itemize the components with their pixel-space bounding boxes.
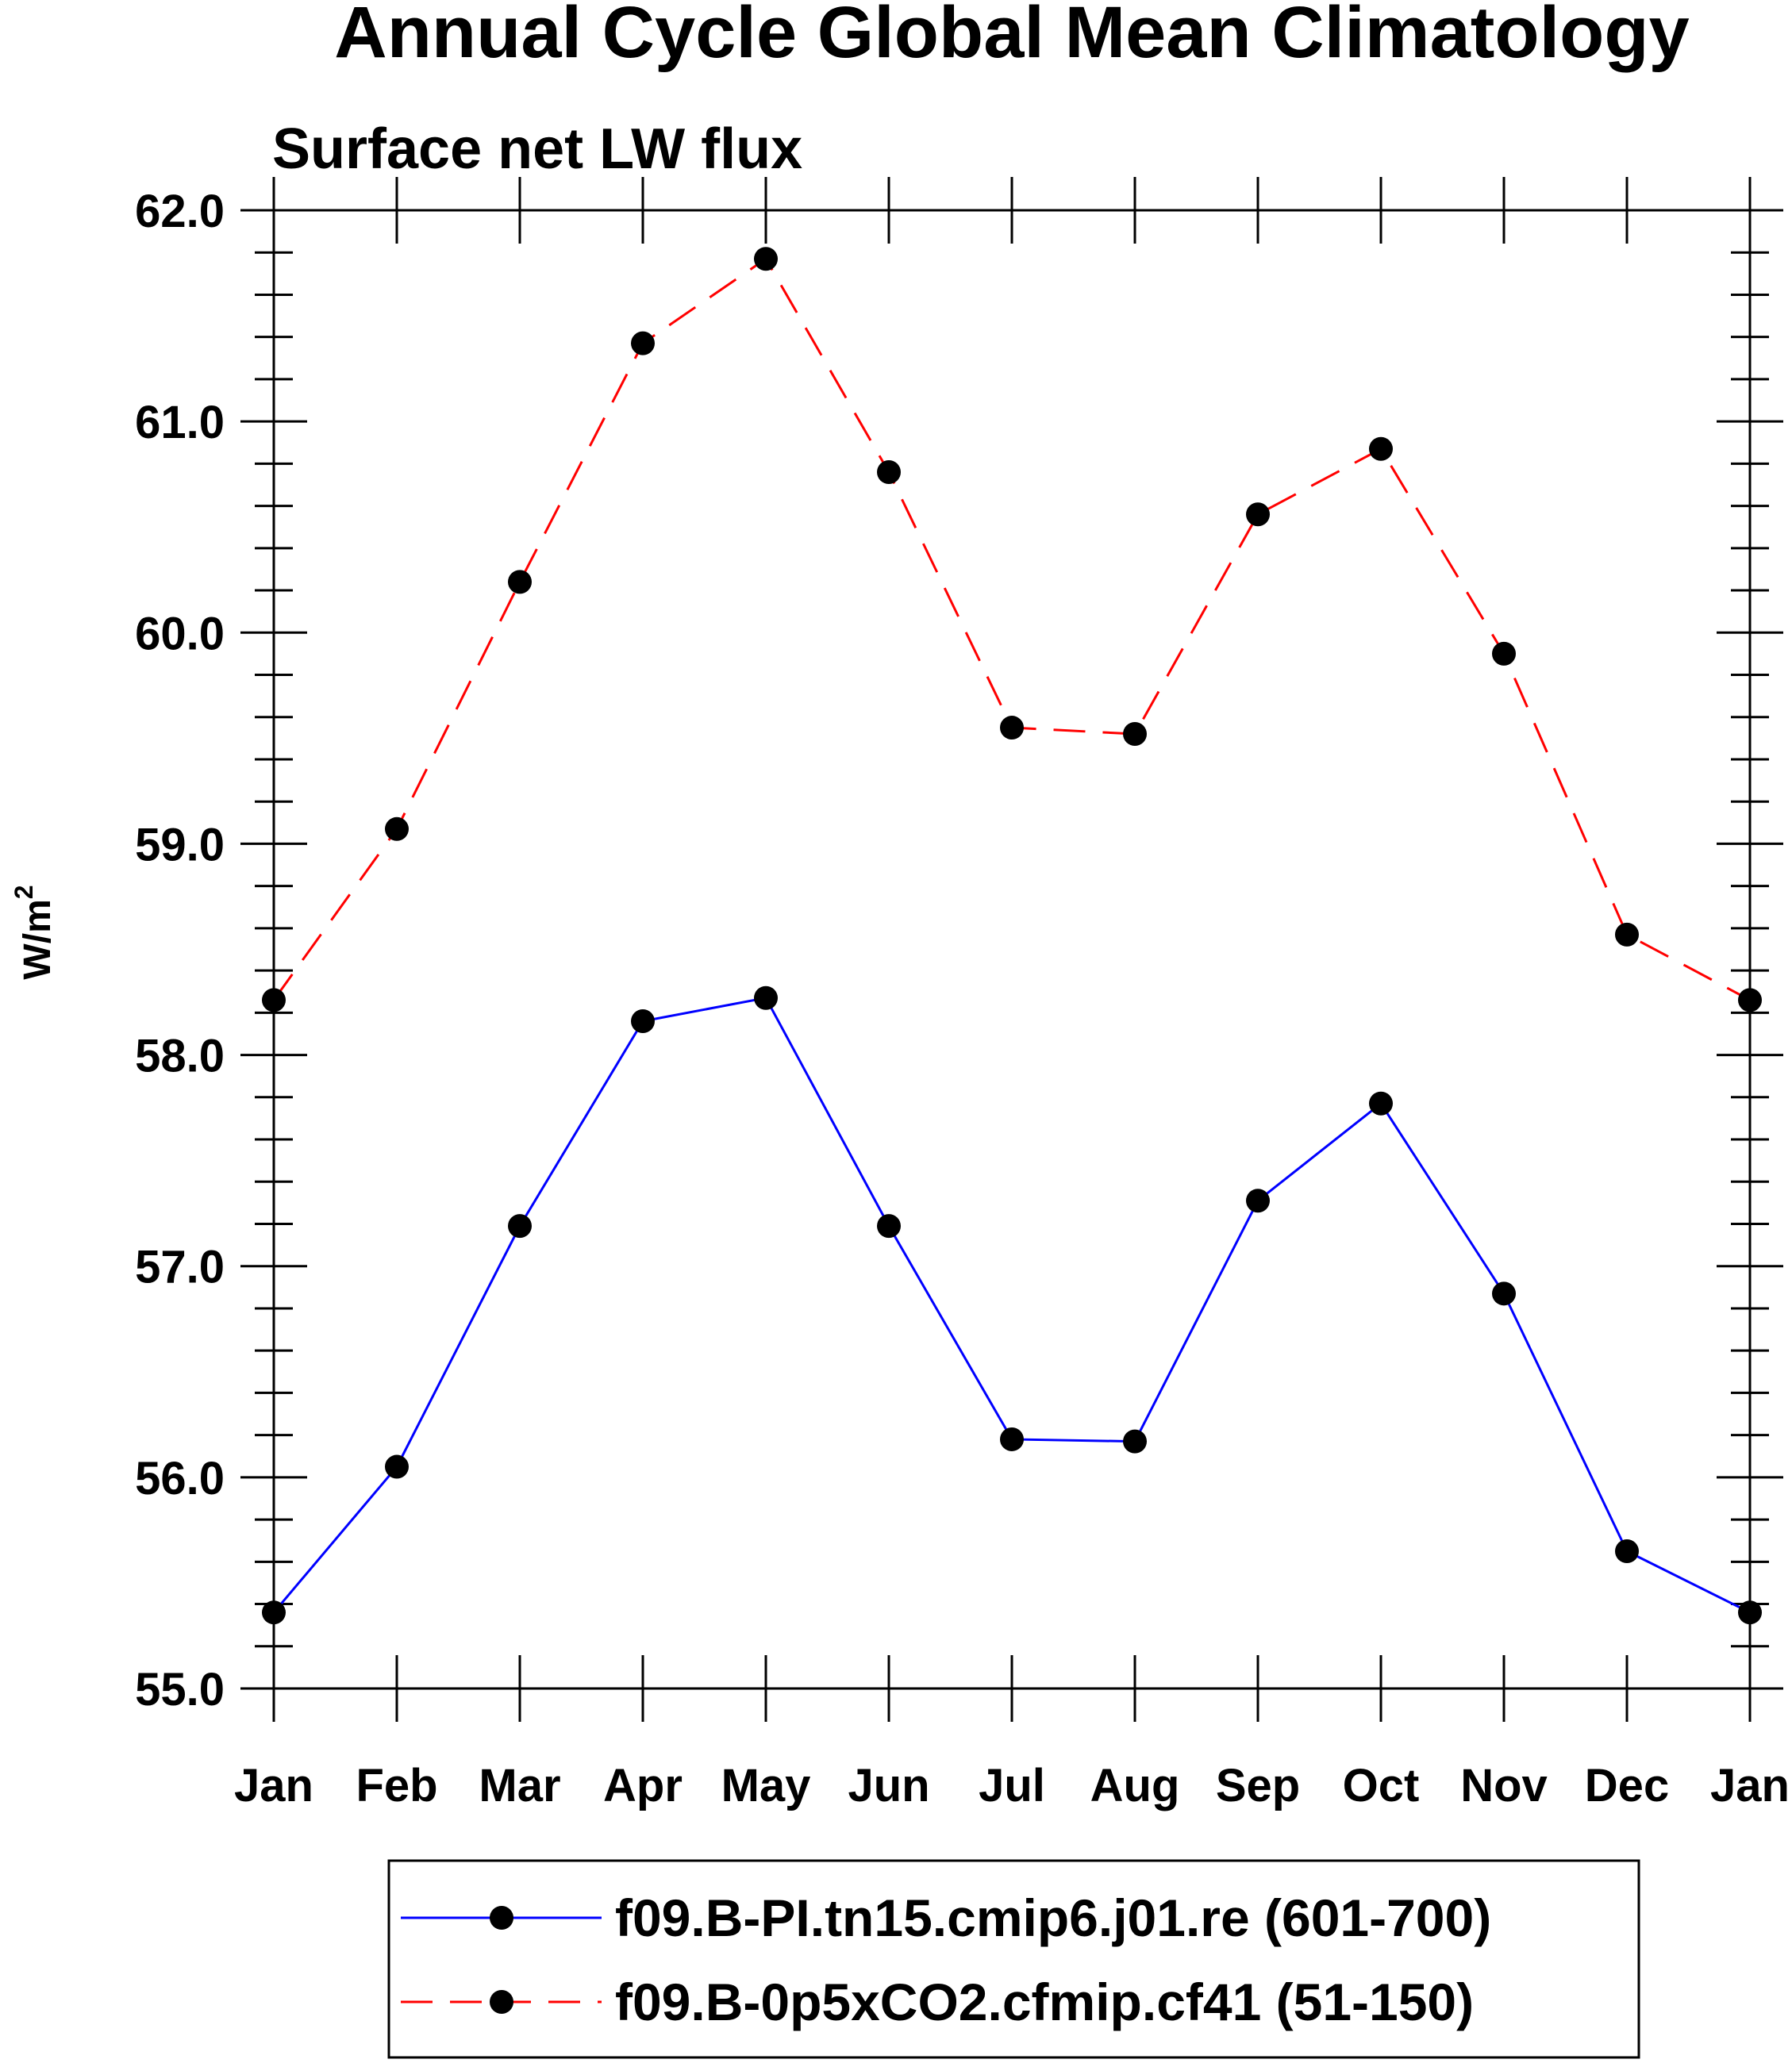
series-1-point — [1246, 502, 1270, 527]
series-1-point — [1123, 722, 1147, 747]
y-axis-label: W/m2 — [10, 885, 59, 979]
series-0-point — [1615, 1539, 1639, 1564]
series-lines — [272, 257, 1751, 1614]
y-tick-label: 60.0 — [135, 608, 225, 659]
series-0-point — [1246, 1189, 1270, 1213]
series-line-0 — [272, 997, 1751, 1614]
y-tick-label: 62.0 — [135, 186, 225, 237]
series-1-point — [631, 331, 655, 355]
x-tick-labels: Jan Feb Mar Apr May Jun Jul Aug Sep Oct Nov Dec Jan — [234, 1760, 1790, 1811]
svg-text:W/m2: W/m2 — [10, 885, 59, 979]
y-axis-label-text: W/m — [17, 899, 59, 979]
axis-ticks — [240, 177, 1783, 1722]
series-markers — [262, 247, 1762, 1625]
x-tick-label: Feb — [356, 1760, 437, 1811]
y-axis-label-superscript: 2 — [10, 885, 38, 899]
series-1-point — [1738, 988, 1762, 1012]
x-tick-label: Mar — [479, 1760, 560, 1811]
series-0-point — [754, 985, 778, 1010]
x-tick-label: Nov — [1460, 1760, 1548, 1811]
chart-subtitle: Surface net LW flux — [272, 117, 802, 181]
y-tick-label: 59.0 — [135, 819, 225, 870]
x-tick-label: Dec — [1585, 1760, 1669, 1811]
legend: f09.B-PI.tn15.cmip6.j01.re (601-700) f09… — [387, 1859, 1640, 2059]
plot-frame — [272, 209, 1752, 1690]
chart-title: Annual Cycle Global Mean Climatology — [334, 0, 1689, 73]
x-tick-label: Jan — [234, 1760, 313, 1811]
y-tick-label: 55.0 — [135, 1664, 225, 1715]
series-0-point — [1369, 1091, 1393, 1116]
series-0-point — [508, 1214, 532, 1239]
series-0-point — [1123, 1429, 1147, 1454]
series-1-point — [877, 460, 901, 485]
legend-marker-series-1 — [490, 1990, 513, 2014]
x-tick-label: Sep — [1216, 1760, 1300, 1811]
series-1-point — [754, 247, 778, 271]
series-1-point — [508, 570, 532, 594]
x-tick-label: Oct — [1343, 1760, 1420, 1811]
x-tick-label: Jan — [1710, 1760, 1790, 1811]
y-tick-label: 56.0 — [135, 1453, 225, 1504]
legend-box — [387, 1859, 1640, 2059]
series-1-point — [385, 816, 409, 841]
x-tick-label: May — [721, 1760, 811, 1811]
y-tick-label: 61.0 — [135, 397, 225, 448]
series-0-point — [1000, 1427, 1024, 1451]
y-tick-label: 58.0 — [135, 1031, 225, 1082]
legend-label-series-1: f09.B-0p5xCO2.cfmip.cf41 (51-150) — [615, 1973, 1474, 2031]
series-1-point — [1000, 716, 1024, 740]
series-0-point — [262, 1600, 286, 1625]
x-tick-label: Apr — [603, 1760, 683, 1811]
series-0-point — [631, 1008, 655, 1033]
series-0-point — [1738, 1600, 1762, 1625]
series-line-1 — [272, 257, 1751, 1001]
x-tick-label: Aug — [1090, 1760, 1180, 1811]
series-1-point — [1492, 641, 1516, 666]
x-tick-label: Jul — [979, 1760, 1045, 1811]
series-1-point — [262, 988, 286, 1012]
series-1-point — [1369, 436, 1393, 461]
series-0-point — [385, 1454, 409, 1479]
series-0-point — [877, 1214, 901, 1239]
y-tick-labels: 55.0 56.0 57.0 58.0 59.0 60.0 61.0 62.0 — [135, 186, 225, 1715]
legend-label-series-0: f09.B-PI.tn15.cmip6.j01.re (601-700) — [615, 1888, 1491, 1947]
legend-marker-series-0 — [490, 1906, 513, 1930]
series-0-point — [1492, 1281, 1516, 1306]
x-tick-label: Jun — [848, 1760, 929, 1811]
series-1-point — [1615, 922, 1639, 947]
y-tick-label: 57.0 — [135, 1242, 225, 1293]
